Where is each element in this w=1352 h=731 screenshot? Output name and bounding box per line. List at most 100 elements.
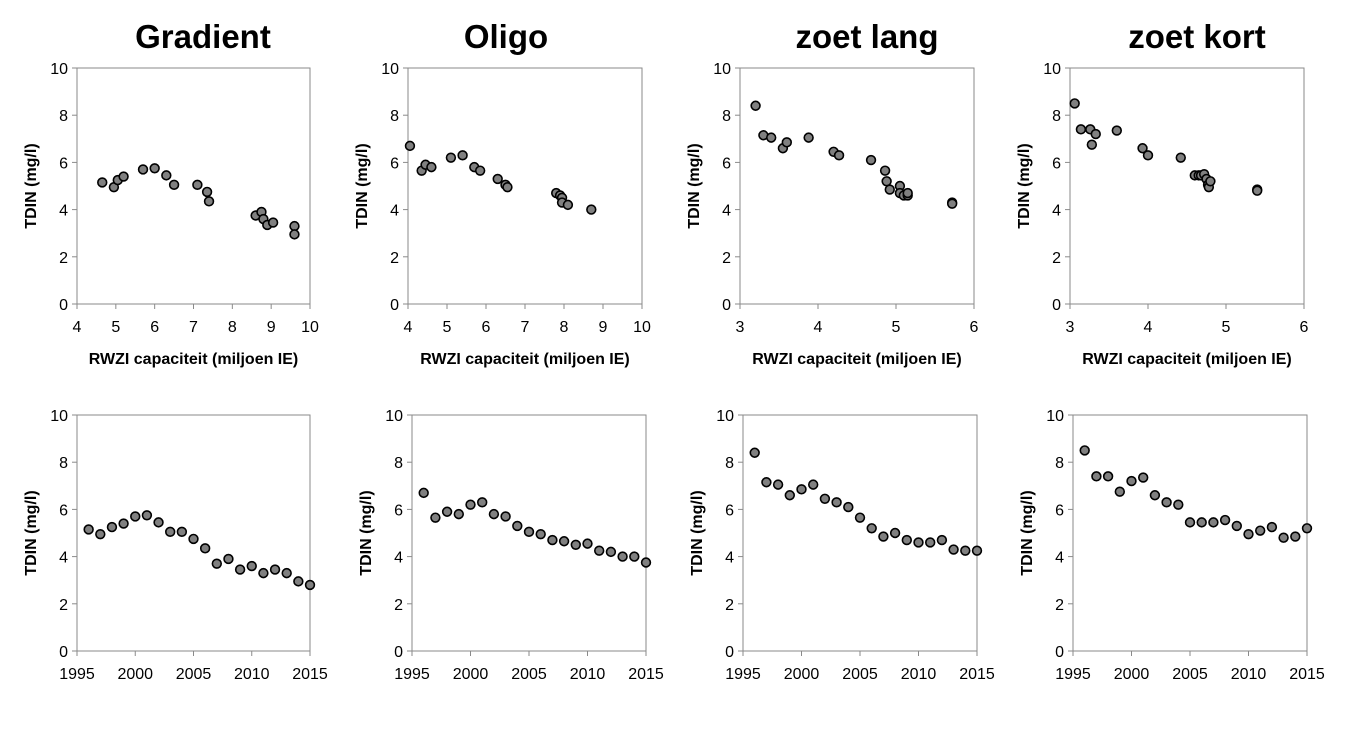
x-tick-label: 8: [228, 319, 237, 336]
data-point: [465, 499, 476, 510]
y-tick-label: 0: [59, 644, 68, 661]
chart-7: 0 2 4 6 8 10 1995 2000 2005 2010 2015 TDIN (mg/l): [689, 408, 995, 683]
plot-frame: [742, 414, 978, 652]
data-point: [488, 508, 500, 520]
chart-3: 0 2 4 6 8 10 3 4 5 6 TDIN (mg/l) RWZI capaciteit (m…: [686, 61, 979, 368]
data-point: [161, 170, 172, 181]
data-point: [902, 187, 913, 199]
x-tick-label: 6: [482, 319, 491, 336]
data-point: [1149, 490, 1161, 501]
x-tick-label: 2000: [784, 666, 820, 683]
data-point: [1243, 528, 1254, 540]
data-point: [199, 543, 211, 554]
x-tick-label: 5: [111, 319, 120, 336]
charts-group: 0 2 4 6 8 10 4 5 6 7 8 9 10 TDIN (mg/l) RWZI capacitei…: [23, 61, 1325, 683]
data-point: [772, 479, 784, 490]
x-tick-label: 1995: [1055, 666, 1091, 683]
x-tick-label: 6: [150, 319, 159, 336]
title-oligo: Oligo: [464, 18, 548, 55]
data-point: [258, 567, 269, 579]
y-axis-label: TDIN (mg/l): [23, 490, 40, 575]
data-point: [1102, 471, 1114, 482]
x-tick-label: 9: [599, 319, 608, 336]
data-point: [269, 564, 281, 575]
data-point: [865, 154, 877, 166]
y-tick-label: 8: [1055, 455, 1064, 472]
data-point: [960, 545, 971, 556]
x-tick-label: 2010: [234, 666, 270, 683]
data-point: [165, 526, 176, 538]
x-tick-label: 5: [1222, 319, 1231, 336]
data-point: [796, 484, 807, 495]
data-point: [95, 528, 106, 540]
data-point: [831, 497, 842, 508]
data-point: [492, 173, 503, 185]
data-point: [445, 152, 457, 163]
y-tick-label: 2: [722, 250, 731, 267]
y-tick-label: 6: [59, 155, 68, 172]
data-point: [223, 553, 234, 565]
y-tick-label: 2: [1055, 597, 1064, 614]
data-point: [246, 560, 257, 572]
x-axis-label: RWZI capaciteit (miljoen IE): [89, 351, 299, 368]
x-tick-label: 4: [814, 319, 823, 336]
data-point: [1175, 152, 1186, 163]
y-tick-label: 0: [59, 297, 68, 314]
x-tick-label: 1995: [394, 666, 430, 683]
y-axis-label: TDIN (mg/l): [354, 143, 371, 228]
data-point: [913, 537, 924, 548]
data-point: [1278, 532, 1289, 543]
data-point: [833, 150, 845, 161]
y-tick-label: 10: [50, 408, 68, 425]
plot-frame: [1072, 414, 1308, 652]
data-point: [854, 512, 866, 523]
y-tick-label: 4: [394, 550, 403, 567]
data-point: [118, 518, 129, 529]
data-point: [784, 490, 795, 501]
x-tick-label: 6: [1300, 319, 1309, 336]
data-point: [457, 150, 468, 161]
data-point: [807, 479, 819, 490]
plot-frame: [76, 414, 311, 652]
data-point: [1161, 497, 1172, 508]
data-point: [523, 526, 535, 538]
x-tick-label: 3: [1066, 319, 1075, 336]
data-point: [547, 534, 558, 546]
data-point: [1254, 525, 1266, 536]
chart-6: 0 2 4 6 8 10 1995 2000 2005 2010 2015 TDIN (mg/l): [358, 408, 664, 683]
y-tick-label: 6: [1052, 155, 1061, 172]
x-tick-label: 2015: [959, 666, 995, 683]
x-tick-label: 2015: [1289, 666, 1325, 683]
y-tick-label: 0: [1055, 644, 1064, 661]
data-point: [1091, 471, 1102, 482]
y-tick-label: 2: [390, 250, 399, 267]
x-tick-label: 4: [73, 319, 82, 336]
y-tick-label: 8: [1052, 108, 1061, 125]
data-point: [203, 196, 215, 207]
data-point: [118, 171, 129, 182]
y-axis-label: TDIN (mg/l): [1016, 143, 1033, 228]
x-tick-label: 2015: [628, 666, 664, 683]
x-tick-label: 2010: [1231, 666, 1267, 683]
data-point: [453, 508, 464, 520]
data-point: [474, 165, 486, 176]
chart-4: 0 2 4 6 8 10 3 4 5 6 TDIN (mg/l) RWZI capaciteit (m…: [1016, 61, 1309, 368]
x-tick-label: 2000: [1114, 666, 1150, 683]
data-point: [640, 557, 652, 568]
data-point: [605, 546, 617, 558]
data-point: [293, 576, 304, 587]
x-tick-label: 10: [633, 319, 651, 336]
y-tick-label: 4: [725, 550, 734, 567]
data-point: [1137, 472, 1149, 483]
x-axis-label: RWZI capaciteit (miljoen IE): [420, 351, 630, 368]
data-point: [765, 132, 777, 143]
data-point: [1290, 531, 1301, 542]
data-point: [901, 534, 912, 546]
x-tick-label: 2015: [292, 666, 328, 683]
y-tick-label: 8: [394, 455, 403, 472]
data-point: [137, 164, 149, 175]
x-tick-label: 6: [970, 319, 979, 336]
y-axis-label: TDIN (mg/l): [358, 490, 375, 575]
data-point: [843, 501, 854, 513]
data-point: [512, 520, 523, 532]
